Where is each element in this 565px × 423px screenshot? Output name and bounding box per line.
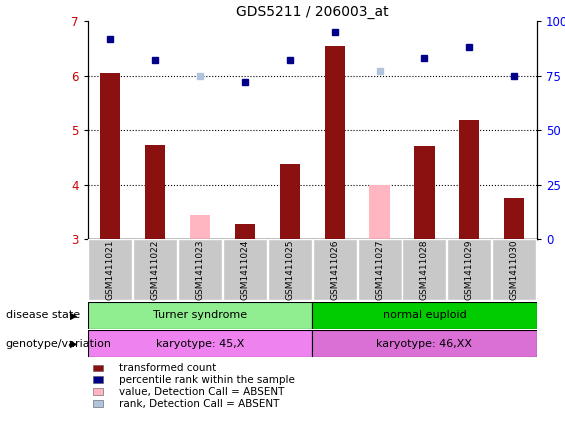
- Text: value, Detection Call = ABSENT: value, Detection Call = ABSENT: [119, 387, 284, 397]
- Text: transformed count: transformed count: [119, 363, 216, 373]
- Bar: [447, 239, 492, 300]
- Text: GSM1411028: GSM1411028: [420, 239, 429, 300]
- Bar: [504, 198, 524, 239]
- Bar: [280, 164, 300, 239]
- Text: GSM1411030: GSM1411030: [510, 239, 519, 300]
- Text: percentile rank within the sample: percentile rank within the sample: [119, 375, 294, 385]
- Bar: [358, 239, 402, 300]
- Bar: [178, 239, 222, 300]
- Text: GSM1411025: GSM1411025: [285, 239, 294, 300]
- Text: karyotype: 45,X: karyotype: 45,X: [156, 339, 244, 349]
- Bar: [312, 330, 537, 357]
- Text: Turner syndrome: Turner syndrome: [153, 310, 247, 320]
- Bar: [312, 302, 537, 329]
- Text: GSM1411021: GSM1411021: [106, 239, 115, 300]
- Bar: [268, 239, 312, 300]
- Bar: [312, 239, 357, 300]
- Bar: [223, 239, 267, 300]
- Text: disease state: disease state: [6, 310, 80, 320]
- Bar: [492, 239, 536, 300]
- Bar: [402, 239, 446, 300]
- Bar: [133, 239, 177, 300]
- Text: karyotype: 46,XX: karyotype: 46,XX: [376, 339, 472, 349]
- Bar: [88, 330, 312, 357]
- Text: ▶: ▶: [69, 339, 77, 349]
- Bar: [190, 215, 210, 239]
- Text: ▶: ▶: [69, 310, 77, 320]
- Text: GSM1411026: GSM1411026: [330, 239, 339, 300]
- Bar: [370, 184, 390, 239]
- Bar: [324, 46, 345, 239]
- Text: GSM1411022: GSM1411022: [150, 239, 159, 300]
- Bar: [414, 146, 434, 239]
- Bar: [88, 239, 132, 300]
- Text: GSM1411024: GSM1411024: [240, 239, 249, 300]
- Text: GSM1411027: GSM1411027: [375, 239, 384, 300]
- Text: GSM1411023: GSM1411023: [195, 239, 205, 300]
- Text: normal euploid: normal euploid: [383, 310, 466, 320]
- Bar: [459, 120, 480, 239]
- Text: rank, Detection Call = ABSENT: rank, Detection Call = ABSENT: [119, 398, 279, 409]
- Bar: [88, 302, 312, 329]
- Bar: [145, 146, 165, 239]
- Bar: [234, 224, 255, 239]
- Text: GSM1411029: GSM1411029: [465, 239, 474, 300]
- Text: genotype/variation: genotype/variation: [6, 339, 112, 349]
- Bar: [100, 73, 120, 239]
- Title: GDS5211 / 206003_at: GDS5211 / 206003_at: [236, 5, 389, 19]
